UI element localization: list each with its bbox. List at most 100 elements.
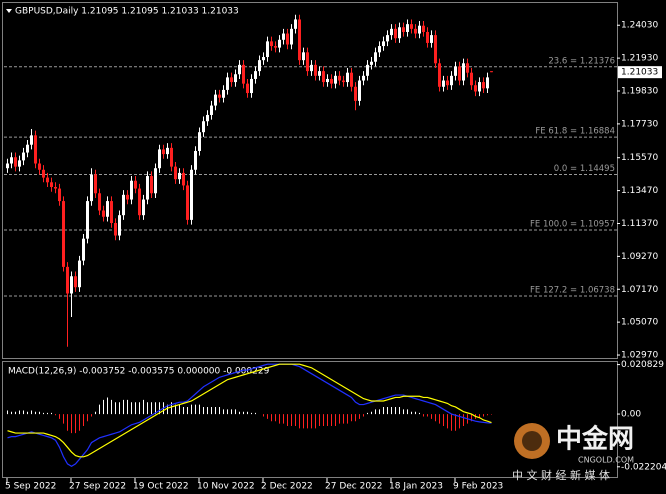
- candle-body: [370, 61, 373, 65]
- candle-body: [218, 94, 221, 98]
- candle-body: [230, 77, 233, 83]
- y-tick-label: 1.19830: [621, 87, 658, 97]
- candle-body: [250, 78, 253, 94]
- x-tick-label: 27 Dec 2022: [325, 482, 383, 492]
- candle-body: [14, 157, 17, 167]
- candle-body: [162, 149, 165, 155]
- candle-body: [10, 157, 13, 164]
- y-tick-label: 1.05070: [621, 318, 658, 328]
- macd-title: MACD(12,26,9) -0.003752 -0.003575 0.0000…: [8, 367, 270, 377]
- candle-body: [382, 41, 385, 47]
- x-tick-label: 19 Oct 2022: [133, 482, 189, 492]
- candle-body: [454, 66, 457, 76]
- candle-body: [442, 80, 445, 87]
- watermark-tagline: 中 文 财 经 新 媒 体: [512, 468, 610, 482]
- candle-body: [466, 63, 469, 73]
- candle-body: [366, 64, 369, 76]
- candle-body: [474, 85, 477, 92]
- candle-body: [150, 176, 153, 194]
- y-tick-label: 1.24030: [621, 21, 658, 31]
- fib-level-label: 23.6 = 1.21376: [548, 56, 615, 66]
- candle-body: [258, 60, 261, 72]
- candle-body: [262, 57, 265, 61]
- candle-body: [270, 41, 273, 47]
- candle-body: [26, 144, 29, 153]
- candle-body: [66, 266, 69, 294]
- candle-body: [78, 260, 81, 288]
- candle-body: [222, 89, 225, 98]
- candle-body: [378, 46, 381, 53]
- candle-body: [202, 121, 205, 133]
- candle-body: [146, 176, 149, 200]
- x-tick-label: 18 Jan 2023: [389, 482, 443, 492]
- candle-body: [430, 35, 433, 43]
- candle-body: [402, 27, 405, 32]
- candle-body: [74, 276, 77, 288]
- candle-body: [22, 152, 25, 161]
- candle-body: [234, 74, 237, 83]
- x-tick-label: 27 Sep 2022: [69, 482, 126, 492]
- candle-body: [38, 163, 41, 170]
- candle-body: [490, 71, 493, 73]
- candle-body: [110, 201, 113, 224]
- candle-body: [226, 77, 229, 90]
- price-marker-label: 1.21033: [621, 68, 658, 78]
- candle-body: [238, 64, 241, 75]
- candle-body: [130, 180, 133, 200]
- candle-body: [346, 72, 349, 83]
- macd-line: [7, 363, 492, 458]
- candle-body: [254, 71, 257, 79]
- candle-body: [478, 82, 481, 92]
- candle-body: [86, 201, 89, 239]
- candle-body: [58, 188, 61, 202]
- candle-body: [394, 28, 397, 39]
- candle-body: [174, 166, 177, 180]
- y-tick-label: 1.15570: [621, 153, 658, 163]
- candle-body: [422, 25, 425, 32]
- candle-body: [122, 194, 125, 216]
- candle-body: [6, 163, 9, 169]
- candle-body: [318, 71, 321, 76]
- candle-body: [246, 83, 249, 94]
- candle-body: [406, 24, 409, 32]
- x-tick-label: 10 Nov 2022: [197, 482, 255, 492]
- candle-body: [386, 35, 389, 42]
- candle-body: [242, 64, 245, 84]
- candle-body: [410, 24, 413, 29]
- candle-body: [106, 201, 109, 217]
- candle-body: [338, 75, 341, 81]
- candle-body: [426, 31, 429, 43]
- candle-body: [486, 77, 489, 89]
- candle-body: [158, 149, 161, 169]
- menu-arrow[interactable]: [6, 9, 12, 13]
- y-tick-label: 0.020829: [621, 360, 664, 370]
- candle-body: [50, 182, 53, 187]
- fib-level-label: FE 100.0 = 1.10957: [530, 219, 615, 229]
- candle-body: [458, 66, 461, 81]
- candle-body: [462, 63, 465, 81]
- price-marker: [618, 66, 662, 79]
- candle-body: [142, 199, 145, 216]
- y-tick-label: 1.07170: [621, 285, 658, 295]
- candle-body: [70, 276, 73, 294]
- candle-body: [470, 72, 473, 86]
- candle-body: [166, 147, 169, 155]
- candle-body: [446, 80, 449, 86]
- candle-body: [206, 114, 209, 122]
- candle-body: [438, 63, 441, 87]
- candle-body: [334, 75, 337, 84]
- y-tick-label: 0.00: [621, 410, 641, 420]
- candle-body: [82, 238, 85, 261]
- macd-line: [7, 363, 492, 468]
- candle-body: [354, 86, 357, 101]
- price-panel-frame: [2, 2, 618, 359]
- y-tick-label: 1.09270: [621, 252, 658, 262]
- candle-body: [278, 39, 281, 48]
- candle-body: [310, 64, 313, 72]
- candle-body: [178, 172, 181, 180]
- candle-body: [126, 194, 129, 200]
- candle-body: [342, 80, 345, 83]
- candle-body: [42, 169, 45, 178]
- candle-body: [138, 188, 141, 216]
